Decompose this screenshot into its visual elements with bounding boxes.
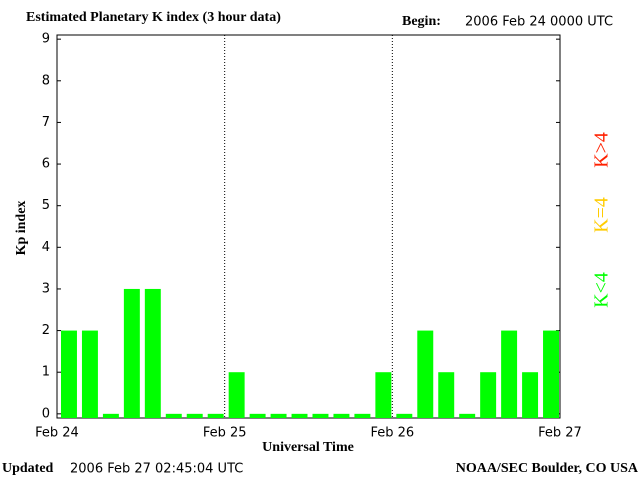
bar [354, 413, 371, 418]
begin-date: 2006 Feb 24 0000 UTC [465, 15, 613, 30]
bar [144, 288, 161, 418]
legend-entry: K>4 [591, 132, 613, 168]
y-tick-label: 5 [42, 198, 50, 213]
bar [207, 413, 224, 418]
bar [333, 413, 350, 418]
bar [270, 413, 287, 418]
bar [459, 413, 476, 418]
y-tick-label: 1 [42, 365, 50, 380]
bar [61, 330, 77, 418]
bar [522, 372, 539, 418]
legend-entry: K<4 [591, 272, 613, 308]
y-tick-label: 4 [42, 240, 50, 255]
bar [102, 413, 119, 418]
bar [165, 413, 182, 418]
bar [291, 413, 308, 418]
bar [186, 413, 203, 418]
y-axis-label: Kp index [14, 201, 29, 256]
bar [396, 413, 413, 418]
bar [438, 372, 455, 418]
legend-entry: K=4 [591, 197, 613, 233]
x-axis-label: Universal Time [262, 440, 354, 455]
bar [312, 413, 329, 418]
plot-frame [56, 34, 561, 419]
bar [543, 330, 559, 418]
y-tick-label: 2 [42, 323, 50, 338]
bar [375, 372, 392, 418]
bar [417, 330, 434, 418]
x-tick-label: Feb 26 [370, 426, 414, 441]
y-tick-label: 0 [42, 406, 50, 421]
bar [228, 372, 245, 418]
chart-title: Estimated Planetary K index (3 hour data… [26, 10, 281, 25]
bar [501, 330, 518, 418]
y-tick-label: 9 [42, 32, 50, 47]
x-tick-label: Feb 27 [538, 426, 582, 441]
bar [123, 288, 140, 418]
x-tick-label: Feb 24 [35, 426, 79, 441]
updated-date: 2006 Feb 27 02:45:04 UTC [70, 462, 243, 477]
bar [480, 372, 497, 418]
x-tick-label: Feb 25 [203, 426, 247, 441]
y-tick-label: 7 [42, 115, 50, 130]
y-tick-label: 6 [42, 157, 50, 172]
y-tick-label: 3 [42, 281, 50, 296]
source: NOAA/SEC Boulder, CO USA [456, 461, 639, 476]
updated-label: Updated [2, 461, 54, 476]
begin-label: Begin: [402, 14, 441, 29]
bar [249, 413, 266, 418]
bar [81, 330, 98, 418]
y-tick-label: 8 [42, 73, 50, 88]
